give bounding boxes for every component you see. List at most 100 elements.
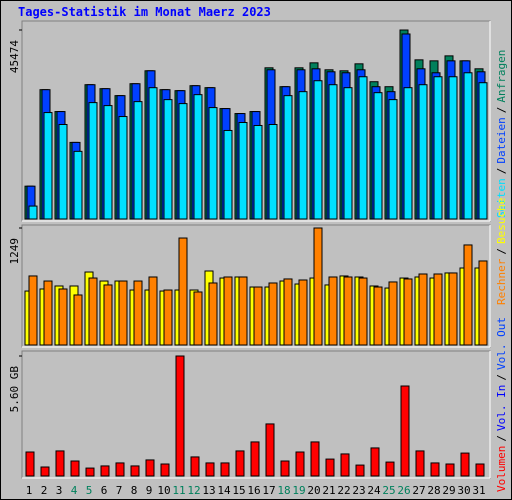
x-tick-label: 25 xyxy=(382,484,395,497)
bar xyxy=(100,465,110,477)
x-tick-label: 3 xyxy=(56,484,63,497)
bar xyxy=(145,459,155,477)
bar xyxy=(178,237,188,346)
x-tick-label: 20 xyxy=(307,484,320,497)
bar xyxy=(193,94,203,220)
bar xyxy=(265,423,275,477)
bar xyxy=(208,282,218,346)
bar xyxy=(400,385,410,477)
legend-text: Volumen / Vol. In / Vol. Out xyxy=(495,317,508,492)
bar xyxy=(40,466,50,477)
legend-separator: / xyxy=(495,168,508,175)
legend-separator: / xyxy=(495,435,508,442)
x-tick-label: 29 xyxy=(442,484,455,497)
x-tick-label: 28 xyxy=(427,484,440,497)
bar xyxy=(370,447,380,477)
x-tick-label: 12 xyxy=(187,484,200,497)
bar xyxy=(103,284,113,346)
bar xyxy=(478,260,488,346)
x-tick-label: 10 xyxy=(157,484,170,497)
bar xyxy=(58,124,68,220)
x-tick-label: 18 xyxy=(277,484,290,497)
bar xyxy=(373,92,383,220)
legend-label: Dateien xyxy=(495,117,508,163)
x-tick-label: 26 xyxy=(397,484,410,497)
legend-separator: / xyxy=(495,107,508,114)
bar xyxy=(340,453,350,477)
y-tick-label: 45474 xyxy=(8,40,21,73)
x-tick-label: 9 xyxy=(146,484,153,497)
x-tick-label: 17 xyxy=(262,484,275,497)
x-tick-label: 11 xyxy=(172,484,185,497)
bar xyxy=(43,112,53,220)
bar xyxy=(88,277,98,346)
bar xyxy=(415,450,425,477)
bar xyxy=(208,107,218,220)
bar xyxy=(385,461,395,477)
bar xyxy=(325,458,335,477)
bar xyxy=(190,456,200,477)
bar xyxy=(343,276,353,346)
legend-separator: / xyxy=(495,374,508,381)
legend: Volumen / Vol. In / Vol. Out xyxy=(495,317,508,492)
bar xyxy=(73,294,83,346)
bar xyxy=(133,101,143,220)
x-tick-label: 13 xyxy=(202,484,215,497)
bar xyxy=(310,441,320,477)
x-tick-label: 21 xyxy=(322,484,335,497)
bar xyxy=(130,465,140,477)
bar xyxy=(163,99,173,220)
legend-label: Rechner xyxy=(495,258,508,305)
bar xyxy=(163,289,173,346)
bar xyxy=(358,76,368,220)
legend-label: Vol. In xyxy=(495,385,508,431)
bar xyxy=(205,462,215,477)
bar xyxy=(253,124,263,220)
bar xyxy=(295,451,305,477)
x-tick-label: 1 xyxy=(26,484,33,497)
bar xyxy=(463,72,473,220)
bar xyxy=(328,84,338,220)
bar xyxy=(220,462,230,477)
bar xyxy=(115,462,125,477)
bar xyxy=(463,244,473,346)
bar xyxy=(223,276,233,346)
bar xyxy=(460,452,470,477)
bar xyxy=(298,279,308,346)
bar xyxy=(43,280,53,346)
bar xyxy=(358,277,368,346)
x-tick-label: 22 xyxy=(337,484,350,497)
x-tick-label: 16 xyxy=(247,484,260,497)
x-tick-label: 2 xyxy=(41,484,48,497)
legend: Seiten / Dateien / Anfragen xyxy=(495,50,508,218)
bar xyxy=(28,275,38,346)
bar xyxy=(475,463,485,477)
legend-separator: / xyxy=(495,248,508,255)
bar xyxy=(433,76,443,220)
bar xyxy=(478,82,488,220)
bar xyxy=(28,205,38,220)
bar xyxy=(448,76,458,220)
bar xyxy=(388,281,398,346)
bar xyxy=(253,286,263,346)
bar xyxy=(175,355,185,477)
bar xyxy=(430,462,440,477)
x-tick-label: 15 xyxy=(232,484,245,497)
bar xyxy=(268,124,278,220)
x-tick-label: 30 xyxy=(457,484,470,497)
x-tick-label: 6 xyxy=(101,484,108,497)
bar xyxy=(433,273,443,346)
bar xyxy=(133,280,143,346)
bar xyxy=(25,451,35,477)
bar xyxy=(55,450,65,477)
bar xyxy=(58,288,68,346)
chart-title: Tages-Statistik im Monat Maerz 2023 xyxy=(18,5,271,19)
x-tick-label: 19 xyxy=(292,484,305,497)
x-tick-label: 14 xyxy=(217,484,231,497)
legend-text: Seiten / Dateien / Anfragen xyxy=(495,50,508,218)
bar xyxy=(238,122,248,220)
bar xyxy=(418,273,428,346)
bar xyxy=(283,95,293,220)
bar xyxy=(355,464,365,477)
bar xyxy=(250,441,260,477)
